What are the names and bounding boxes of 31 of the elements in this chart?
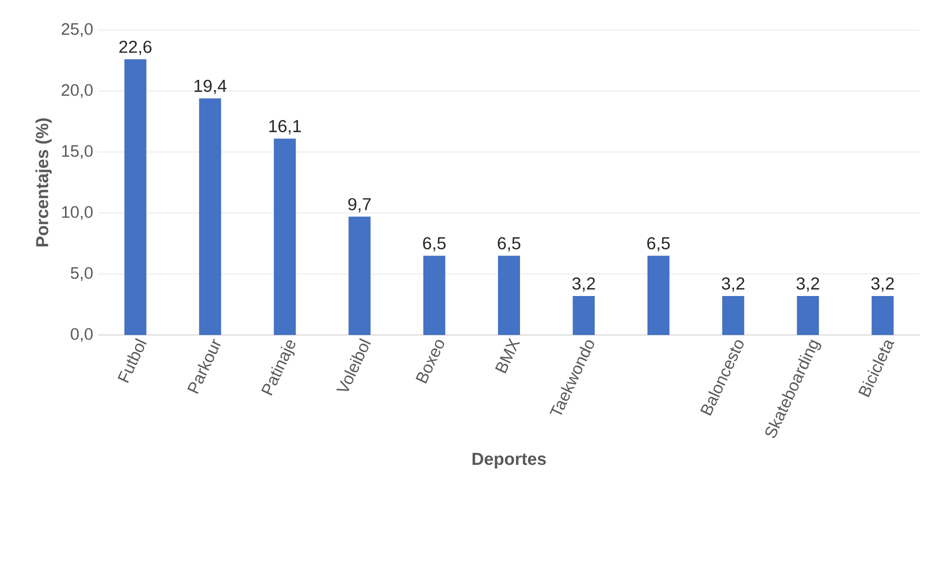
y-tick-label: 20,0: [62, 84, 93, 98]
bar: [796, 296, 819, 336]
y-tick-label: 15,0: [62, 145, 93, 159]
data-label: 9,7: [348, 198, 371, 212]
y-tick-label: 25,0: [62, 23, 93, 37]
bar: [348, 216, 371, 336]
x-axis-title: Deportes: [472, 452, 546, 468]
bar: [647, 256, 670, 336]
x-tick-label: BMX: [495, 338, 520, 374]
bar: [274, 138, 296, 336]
y-tick-label: 10,0: [62, 206, 93, 220]
data-label: 22,6: [119, 40, 152, 56]
bar: [572, 296, 595, 336]
y-tick-label: 0,0: [70, 328, 93, 342]
y-axis-title: Porcentajes (%): [36, 118, 52, 246]
y-tick-label: 5,0: [70, 267, 93, 281]
data-label: 6,5: [647, 237, 670, 252]
data-label: 3,2: [722, 277, 744, 292]
bar: [722, 296, 744, 336]
bar: [124, 59, 146, 336]
data-label: 3,2: [871, 277, 894, 292]
data-label: 3,2: [572, 277, 595, 292]
bar: [199, 98, 222, 336]
data-label: 16,1: [269, 120, 301, 134]
data-label: 3,2: [796, 277, 820, 292]
data-label: 6,5: [498, 237, 520, 252]
data-label: 6,5: [423, 237, 446, 252]
bar: [872, 296, 894, 336]
bar: [423, 256, 446, 336]
bar: [498, 256, 520, 336]
data-label: 19,4: [194, 80, 226, 94]
